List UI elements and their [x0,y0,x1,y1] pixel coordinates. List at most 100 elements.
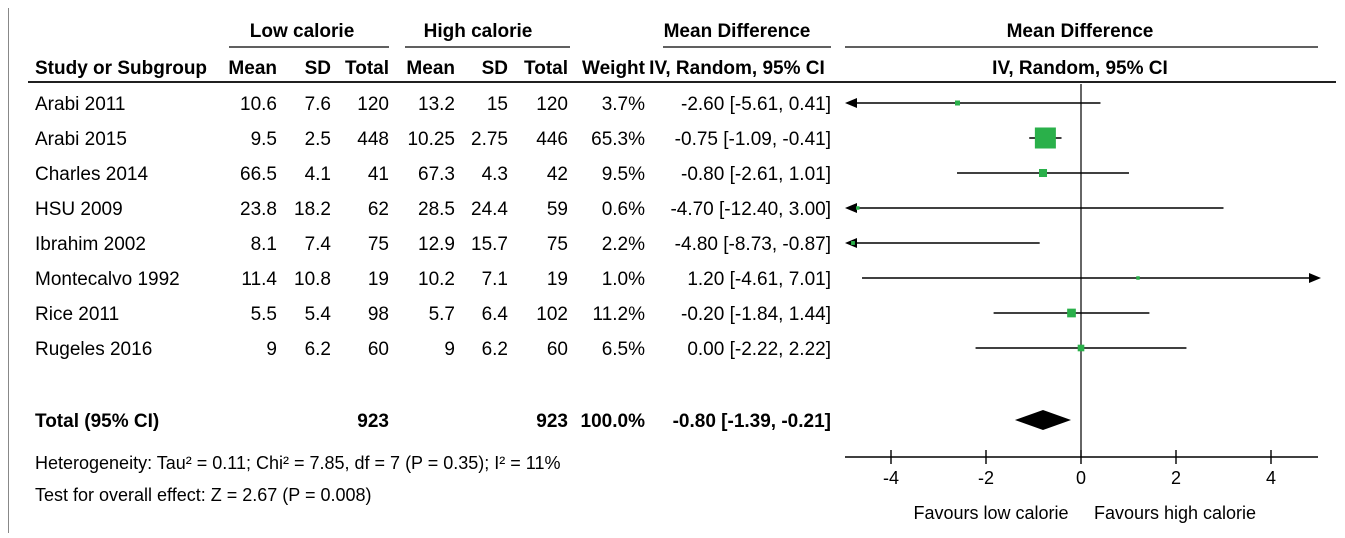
total-diamond [1014,410,1072,430]
x-tick-label: 2 [1171,468,1181,488]
overall-effect-text: Test for overall effect: Z = 2.67 (P = 0… [35,485,372,505]
total-n-low: 923 [357,411,389,432]
plot-area [845,84,1321,457]
weight: 3.7% [602,94,645,115]
table-row: HSU 2009 23.8 18.2 62 28.5 24.4 59 0.6% -4.70 [-… [35,199,831,220]
total-high: 120 [536,94,568,115]
sd-low: 18.2 [294,199,331,220]
sd-high: 6.4 [482,304,509,325]
mean-high: 12.9 [418,234,455,255]
weight: 2.2% [602,234,645,255]
mean-high: 5.7 [429,304,455,325]
total-low: 75 [368,234,389,255]
mean-high: 13.2 [418,94,455,115]
col-total-low: Total [345,58,389,79]
sd-low: 10.8 [294,269,331,290]
x-tick-label: 4 [1266,468,1276,488]
study-name: Rice 2011 [35,304,119,325]
weight: 9.5% [602,164,645,185]
col-plot-ci: IV, Random, 95% CI [992,58,1168,79]
col-sd-low: SD [305,58,331,79]
total-high: 19 [547,269,568,290]
ci-text: -0.20 [-1.84, 1.44] [681,304,831,325]
sd-low: 6.2 [305,339,331,360]
study-name: Rugeles 2016 [35,339,152,360]
effect-square [1067,308,1076,318]
sd-high: 7.1 [482,269,508,290]
total-low: 62 [368,199,389,220]
ci-arrow-left [845,98,857,108]
mean-low: 9 [266,339,277,360]
mean-high: 67.3 [418,164,455,185]
header-low-calorie: Low calorie [250,21,355,42]
table-row: Rice 2011 5.5 5.4 98 5.7 6.4 102 11.2% -0.20 [-1… [35,304,831,325]
total-low: 448 [357,129,389,150]
ci-text: -0.80 [-2.61, 1.01] [681,164,831,185]
effect-square [1034,127,1056,149]
study-name: HSU 2009 [35,199,123,220]
total-low: 19 [368,269,389,290]
mean-low: 11.4 [241,269,277,290]
ci-text: -0.75 [-1.09, -0.41] [675,129,831,150]
mean-high: 10.25 [407,129,455,150]
col-sd-high: SD [482,58,508,79]
total-low: 41 [368,164,389,185]
ci-arrow-left [845,203,857,213]
weight: 0.6% [602,199,645,220]
col-total-high: Total [524,58,568,79]
total-n-high: 923 [536,411,568,432]
table-row: Montecalvo 1992 11.4 10.8 19 10.2 7.1 19 1.0% 1.… [35,269,831,290]
weight: 11.2% [593,304,646,325]
mean-low: 5.5 [251,304,277,325]
x-axis: -4 -2 0 2 4 [845,450,1318,488]
effect-square [856,206,860,210]
total-ci: -0.80 [-1.39, -0.21] [673,411,831,432]
study-name: Arabi 2015 [35,129,127,150]
ci-text: -2.60 [-5.61, 0.41] [681,94,831,115]
study-rows: Arabi 2011 10.6 7.6 120 13.2 15 120 3.7% -2.60 [… [35,94,831,360]
effect-square [1038,168,1048,178]
x-tick-label: 0 [1076,468,1086,488]
favours-left-label: Favours low calorie [913,503,1068,523]
table-row: Charles 2014 66.5 4.1 41 67.3 4.3 42 9.5% -0.80 … [35,164,831,185]
mean-high: 9 [444,339,455,360]
total-row: Total (95% CI) 923 923 100.0% -0.80 [-1.… [35,411,831,432]
total-high: 60 [547,339,568,360]
col-mean-high: Mean [406,58,455,79]
total-high: 102 [536,304,568,325]
weight: 65.3% [591,129,645,150]
header-mean-difference-plot: Mean Difference [1007,21,1154,42]
total-high: 59 [547,199,568,220]
x-tick-label: -4 [883,468,899,488]
table-row: Arabi 2015 9.5 2.5 448 10.25 2.75 446 65.3% -0.7… [35,129,831,150]
mean-high: 10.2 [418,269,455,290]
ci-text: 0.00 [-2.22, 2.22] [687,339,831,360]
header-high-calorie: High calorie [424,21,533,42]
sd-high: 15.7 [471,234,508,255]
sd-high: 15 [487,94,508,115]
sd-high: 4.3 [482,164,508,185]
sd-low: 7.4 [305,234,332,255]
weight: 1.0% [602,269,645,290]
effect-square [1136,276,1140,280]
header-mean-difference-table: Mean Difference [664,21,811,42]
total-high: 42 [547,164,568,185]
ci-text: -4.70 [-12.40, 3.00] [670,199,831,220]
effect-square [954,100,961,106]
total-high: 446 [536,129,568,150]
sd-low: 2.5 [305,129,331,150]
ci-text: 1.20 [-4.61, 7.01] [687,269,831,290]
sd-high: 24.4 [471,199,508,220]
ci-text: -4.80 [-8.73, -0.87] [675,234,831,255]
table-row: Arabi 2011 10.6 7.6 120 13.2 15 120 3.7% -2.60 [… [35,94,831,115]
sd-high: 6.2 [482,339,508,360]
table-row: Rugeles 2016 9 6.2 60 9 6.2 60 6.5% 0.00 [-2.22,… [35,339,831,360]
ci-arrow-right [1309,273,1321,283]
mean-low: 66.5 [240,164,277,185]
mean-low: 10.6 [240,94,277,115]
sd-low: 4.1 [305,164,331,185]
total-weight: 100.0% [581,411,646,432]
total-high: 75 [547,234,568,255]
